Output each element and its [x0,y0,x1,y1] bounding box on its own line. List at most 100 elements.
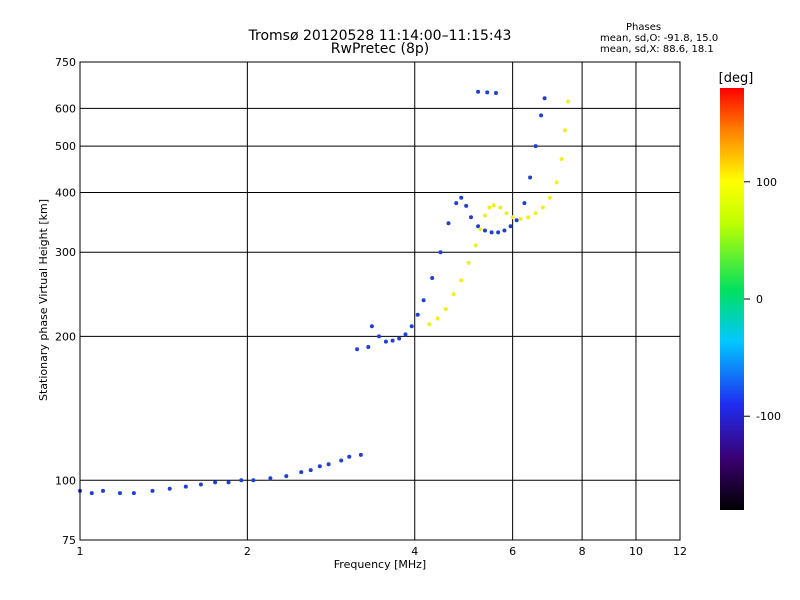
data-point-x [518,217,523,222]
data-point-o [183,484,188,489]
data-point-o [409,324,414,329]
data-point-o [251,478,256,483]
data-point-o [326,462,331,467]
data-point-x [451,292,456,297]
data-point-o [476,89,481,94]
colorbar-ticks: 100 0 -100 [744,176,781,423]
data-point-o [539,113,544,118]
data-point-o [308,468,313,473]
y-tick-label: 400 [55,186,76,199]
data-points [78,89,571,496]
data-point-o [299,470,304,475]
data-point-o [358,452,363,457]
data-point-x [547,195,552,200]
colorbar [720,88,744,510]
data-point-o [377,334,382,339]
data-point-o [430,275,435,280]
data-point-x [498,205,503,210]
x-tick-label: 4 [411,545,418,558]
y-axis-label: Stationary phase Virtual Height [km] [37,199,50,401]
x-tick-labels: 1 2 4 6 8 10 12 [77,545,688,558]
data-point-o [533,144,538,149]
data-point-o [542,96,547,101]
data-point-o [496,230,501,235]
phases-heading: Phases [626,22,662,33]
data-point-o [366,345,371,350]
data-point-o [508,224,513,229]
data-point-o [167,486,172,491]
data-point-o [390,338,395,343]
data-point-o [489,230,494,235]
data-point-o [89,491,94,496]
data-point-x [559,157,564,162]
data-point-o [101,488,106,493]
data-point-o [239,478,244,483]
colorbar-tick-label: 100 [756,176,777,189]
data-point-o [213,480,218,485]
data-point-x [533,211,538,216]
data-point-o [317,464,322,469]
data-point-x [473,243,478,248]
data-point-o [355,347,360,352]
data-point-o [454,201,459,206]
data-point-x [435,316,440,321]
data-point-x [566,99,571,104]
data-point-x [562,128,567,133]
data-point-o [476,224,481,229]
x-tick-label: 8 [579,545,586,558]
data-point-o [339,458,344,463]
data-point-x [482,213,487,218]
colorbar-tick-label: 0 [756,293,763,306]
y-tick-label: 600 [55,102,76,115]
data-point-o [415,312,420,317]
data-point-o [464,203,469,208]
data-point-x [554,180,559,185]
plot-area [80,62,680,540]
x-tick-label: 6 [509,545,516,558]
x-tick-label: 1 [77,545,84,558]
data-point-o [131,491,136,496]
data-point-o [150,488,155,493]
plot-frame [79,61,681,541]
y-tick-labels: 75 100 200 300 400 500 600 750 [55,56,76,547]
y-tick-label: 75 [62,534,76,547]
phases-o-stats: mean, sd,O: -91.8, 15.0 [600,33,719,44]
data-point-o [438,250,443,255]
phases-x-stats: mean, sd,X: 88.6, 18.1 [600,44,714,55]
data-point-o [459,195,464,200]
data-point-x [540,205,545,210]
title-line2: RwPretec (8p) [330,41,430,57]
data-point-x [443,307,448,312]
x-tick-label: 2 [244,545,251,558]
data-point-o [347,454,352,459]
data-point-o [502,228,507,233]
data-point-x [487,205,492,210]
y-tick-label: 500 [55,140,76,153]
data-point-o [482,228,487,233]
data-point-x [427,322,432,327]
data-point-o [421,298,426,303]
title-line1: Tromsø 20120528 11:14:00–11:15:43 [248,28,512,44]
data-point-o [469,215,474,220]
data-point-x [504,211,509,216]
data-point-o [528,175,533,180]
data-point-o [383,339,388,344]
y-tick-label: 200 [55,330,76,343]
colorbar-label: [deg] [719,71,754,86]
data-point-x [526,215,531,220]
data-point-x [478,227,483,232]
data-point-x [466,260,471,265]
y-tick-label: 100 [55,474,76,487]
y-tick-label: 750 [55,56,76,69]
data-point-o [226,480,231,485]
data-point-o [284,474,289,479]
data-point-o [369,324,374,329]
data-point-o [493,90,498,95]
data-point-x [510,215,515,220]
data-point-x [491,203,496,208]
data-point-o [117,491,122,496]
data-point-o [198,482,203,487]
x-tick-label: 12 [673,545,687,558]
data-point-o [268,476,273,481]
data-point-o [485,90,490,95]
